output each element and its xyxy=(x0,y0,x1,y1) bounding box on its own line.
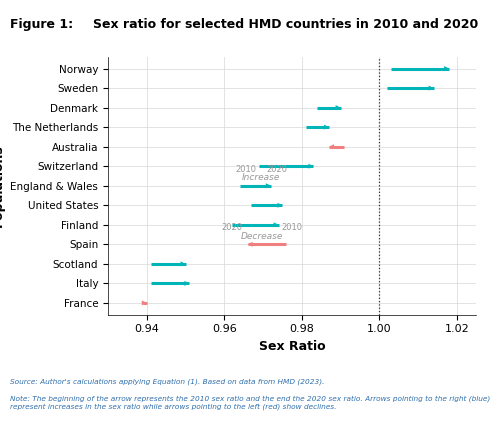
Text: Sex ratio for selected HMD countries in 2010 and 2020: Sex ratio for selected HMD countries in … xyxy=(93,17,479,31)
Text: Source: Author's calculations applying Equation (1). Based on data from HMD (202: Source: Author's calculations applying E… xyxy=(10,378,325,385)
Text: Decrease: Decrease xyxy=(241,232,283,241)
Text: 2010: 2010 xyxy=(282,223,302,232)
Text: 2020: 2020 xyxy=(221,223,243,232)
Y-axis label: Populations: Populations xyxy=(0,144,5,227)
Text: 2020: 2020 xyxy=(266,165,287,173)
Text: Figure 1:: Figure 1: xyxy=(10,17,73,31)
Text: Note: The beginning of the arrow represents the 2010 sex ratio and the end the 2: Note: The beginning of the arrow represe… xyxy=(10,395,490,410)
Text: Increase: Increase xyxy=(242,173,280,182)
X-axis label: Sex Ratio: Sex Ratio xyxy=(259,340,326,353)
Text: 2010: 2010 xyxy=(235,165,256,173)
